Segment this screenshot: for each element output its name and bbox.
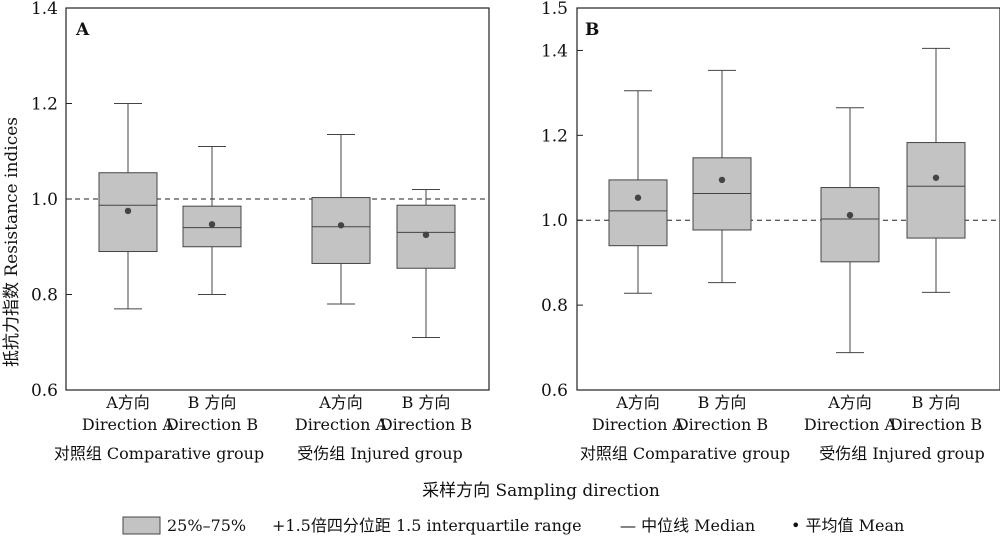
legend-mean-label: • 平均值 Mean <box>791 516 904 535</box>
panel-b-category-label: A方向 <box>827 393 872 412</box>
panel-b-y-tick-label: 1.0 <box>541 211 568 231</box>
panel-a-y-tick-label: 0.6 <box>31 381 58 401</box>
panel-b-plot <box>577 47 1000 354</box>
panel-b-box-4 <box>906 47 966 293</box>
panel-a-category-label: Direction B <box>380 415 472 434</box>
panel-b-category-label: B 方向 <box>698 393 747 412</box>
panel-b: B 0.6 0.8 1.0 1.2 1.4 1.5 A方向 Direction A B 方向 D… <box>541 0 1000 463</box>
mean-dot <box>932 174 940 181</box>
panel-a-plot <box>66 103 489 338</box>
mean-dot <box>124 207 132 215</box>
panel-a-category-label: Direction B <box>166 415 258 434</box>
panel-b-y-tick-label: 1.4 <box>541 41 568 61</box>
panel-b-letter: B <box>585 20 599 40</box>
panel-b-group-label: 受伤组 Injured group <box>819 444 985 463</box>
panel-a-y-tick-label: 1.0 <box>31 190 58 210</box>
panel-b-y-ticks: 0.6 0.8 1.0 1.2 1.4 1.5 <box>541 0 583 401</box>
panel-b-y-tick-label: 1.2 <box>541 126 568 146</box>
panel-a-y-ticks: 0.6 0.8 1.0 1.2 1.4 <box>31 0 72 401</box>
panel-a-category-label: Direction A <box>82 415 175 434</box>
legend: 25%–75% +1.5倍四分位距 1.5 interquartile rang… <box>122 516 904 535</box>
panel-a-category-label: B 方向 <box>188 393 237 412</box>
panel-a-y-tick-label: 0.8 <box>31 286 58 306</box>
legend-whisker-label: +1.5倍四分位距 1.5 interquartile range <box>272 516 582 535</box>
panel-b-box-3 <box>820 107 880 354</box>
panel-b-category-label: B 方向 <box>912 393 961 412</box>
legend-box-swatch <box>122 516 161 535</box>
iqr-box <box>820 187 880 263</box>
legend-median-label: — 中位线 Median <box>620 516 755 535</box>
iqr-box <box>906 142 966 239</box>
y-axis-title: 抵抗力指数 Resistance indices <box>2 117 22 367</box>
panel-a-category-label: B 方向 <box>402 393 451 412</box>
panel-b-category-label: A方向 <box>615 393 660 412</box>
panel-a-box-2 <box>182 145 242 295</box>
panel-b-y-tick-label: 0.6 <box>541 381 568 401</box>
mean-dot <box>337 222 345 229</box>
panel-a-box-3 <box>311 134 371 305</box>
mean-dot <box>718 176 726 184</box>
panel-b-category-label: Direction B <box>676 415 768 434</box>
panel-a-y-tick-label: 1.2 <box>31 95 58 115</box>
panel-a-x-labels: A方向 Direction A B 方向 Direction B A方向 Directio… <box>54 393 472 463</box>
panel-b-category-label: Direction A <box>592 415 685 434</box>
panel-b-x-labels: A方向 Direction A B 方向 Direction B A方向 Directio… <box>580 393 985 463</box>
panel-b-box-1 <box>608 90 668 294</box>
panel-a-category-label: A方向 <box>318 393 363 412</box>
panel-a-group-label: 对照组 Comparative group <box>54 444 264 463</box>
mean-dot <box>422 231 430 239</box>
panel-a: A 0.6 0.8 1.0 1.2 1.4 A方向 Direction A B 方向 Dire… <box>31 0 490 463</box>
iqr-box <box>311 197 371 264</box>
panel-a-category-label: Direction A <box>295 415 388 434</box>
panel-a-box-4 <box>396 188 456 338</box>
iqr-box <box>608 179 668 247</box>
x-axis-title: 采样方向 Sampling direction <box>422 481 660 501</box>
mean-dot <box>846 211 854 219</box>
mean-dot <box>208 221 216 228</box>
panel-b-box-2 <box>692 69 752 284</box>
panel-b-y-tick-label: 0.8 <box>541 296 568 316</box>
panel-a-box-1 <box>98 103 158 310</box>
panel-a-group-label: 受伤组 Injured group <box>297 444 463 463</box>
panel-a-letter: A <box>75 20 90 40</box>
panel-a-y-tick-label: 1.4 <box>31 0 58 19</box>
panel-b-group-label: 对照组 Comparative group <box>580 444 790 463</box>
panel-b-category-label: Direction A <box>804 415 897 434</box>
mean-dot <box>634 194 642 201</box>
panel-b-y-tick-label: 1.5 <box>541 0 568 19</box>
legend-box-label: 25%–75% <box>167 516 246 535</box>
panel-b-category-label: Direction B <box>890 415 982 434</box>
panel-a-category-label: A方向 <box>105 393 150 412</box>
panel-b-frame <box>576 7 1000 391</box>
